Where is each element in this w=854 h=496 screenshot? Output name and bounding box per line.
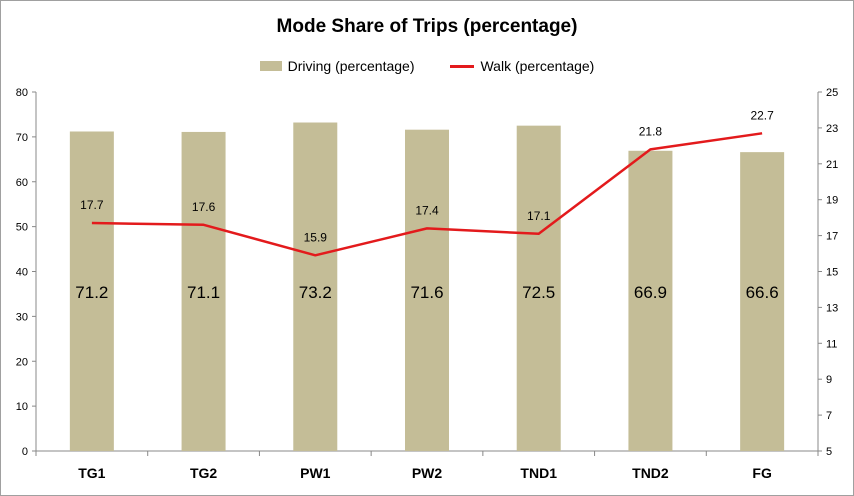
y-right-tick-label: 19 [826, 195, 838, 207]
bar-data-label: 72.5 [522, 283, 555, 302]
x-category-label: TG1 [78, 465, 105, 481]
line-data-label: 17.4 [415, 203, 439, 217]
line-data-label: 17.7 [80, 198, 104, 212]
bar-driving [69, 131, 114, 452]
y-left-tick-label: 60 [16, 177, 28, 189]
x-category-label: TG2 [190, 465, 217, 481]
legend-swatch-walk [450, 64, 475, 68]
y-right-tick-label: 23 [826, 123, 838, 135]
legend-label-walk: Walk (percentage) [480, 58, 595, 74]
bar-data-label: 73.2 [299, 283, 332, 302]
y-right-tick-label: 9 [826, 374, 832, 386]
chart-legend: Driving (percentage) Walk (percentage) [0, 56, 854, 76]
bar-driving [181, 131, 226, 451]
y-left-tick-label: 30 [16, 311, 28, 323]
y-left-tick-label: 50 [16, 222, 28, 234]
y-left-tick-label: 70 [16, 132, 28, 144]
y-right-tick-label: 13 [826, 302, 838, 314]
line-data-label: 21.8 [639, 124, 663, 138]
bar-data-label: 66.9 [634, 283, 667, 302]
bar-driving [405, 129, 449, 451]
legend-label-driving: Driving (percentage) [287, 58, 415, 74]
y-left-tick-label: 0 [22, 446, 28, 458]
line-data-label: 22.7 [750, 108, 774, 122]
bar-driving [516, 125, 561, 451]
y-left-tick-label: 80 [16, 87, 28, 99]
line-walk [91, 132, 763, 257]
legend-swatch-driving [259, 61, 282, 71]
bar-data-label: 71.2 [75, 283, 108, 302]
y-left-tick-label: 40 [16, 267, 28, 279]
y-left-tick-label: 20 [16, 356, 28, 368]
y-right-tick-label: 11 [826, 338, 837, 350]
y-right-tick-label: 25 [826, 87, 838, 99]
x-category-label: FG [752, 465, 772, 481]
y-right-tick-label: 21 [826, 159, 838, 171]
bar-data-label: 66.6 [746, 283, 779, 302]
bar-data-label: 71.6 [410, 283, 443, 302]
line-data-label: 17.1 [527, 209, 551, 223]
y-right-tick-label: 15 [826, 267, 838, 279]
bar-driving [628, 150, 673, 451]
x-category-label: PW2 [412, 465, 443, 481]
line-data-label: 15.9 [304, 230, 328, 244]
legend-item-walk: Walk (percentage) [450, 58, 594, 74]
chart-title: Mode Share of Trips (percentage) [276, 16, 578, 37]
line-data-label: 17.6 [192, 200, 216, 214]
bar-driving [293, 122, 338, 451]
legend-item-driving: Driving (percentage) [259, 58, 415, 74]
x-category-label: TND2 [632, 465, 669, 481]
y-right-tick-label: 17 [826, 231, 838, 243]
x-category-label: PW1 [300, 465, 331, 481]
bar-data-label: 71.1 [187, 283, 220, 302]
x-category-label: TND1 [520, 465, 557, 481]
y-right-tick-label: 7 [826, 410, 832, 422]
y-left-tick-label: 10 [16, 401, 28, 413]
bar-driving [740, 152, 785, 451]
y-right-tick-label: 5 [826, 446, 832, 458]
